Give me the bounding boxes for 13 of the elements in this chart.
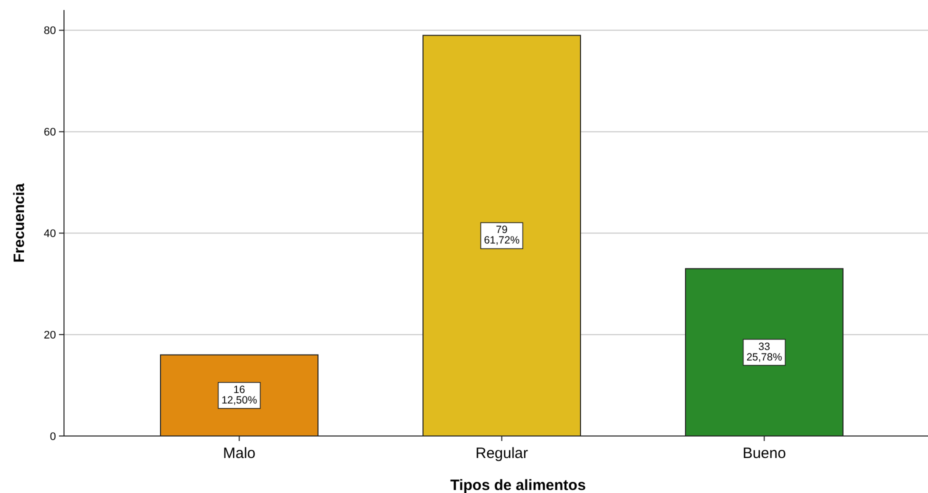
y-axis-title: Frecuencia: [11, 182, 28, 263]
x-tick-label: Malo: [222, 445, 256, 462]
data-label: 79 61,72%: [484, 224, 520, 247]
y-tick-label: 60: [44, 126, 56, 139]
y-tick-label: 20: [44, 329, 56, 342]
y-tick-label: 80: [44, 25, 56, 38]
data-label: 16 12,50%: [221, 384, 258, 406]
x-tick-label: Regular: [475, 445, 528, 462]
y-tick-label: 40: [44, 228, 56, 240]
x-axis-title: Tipos de alimentos: [450, 477, 586, 493]
y-tick-label: 0: [50, 430, 56, 443]
data-label: 33 25,78%: [746, 340, 782, 364]
x-tick-label: Bueno: [742, 445, 786, 462]
